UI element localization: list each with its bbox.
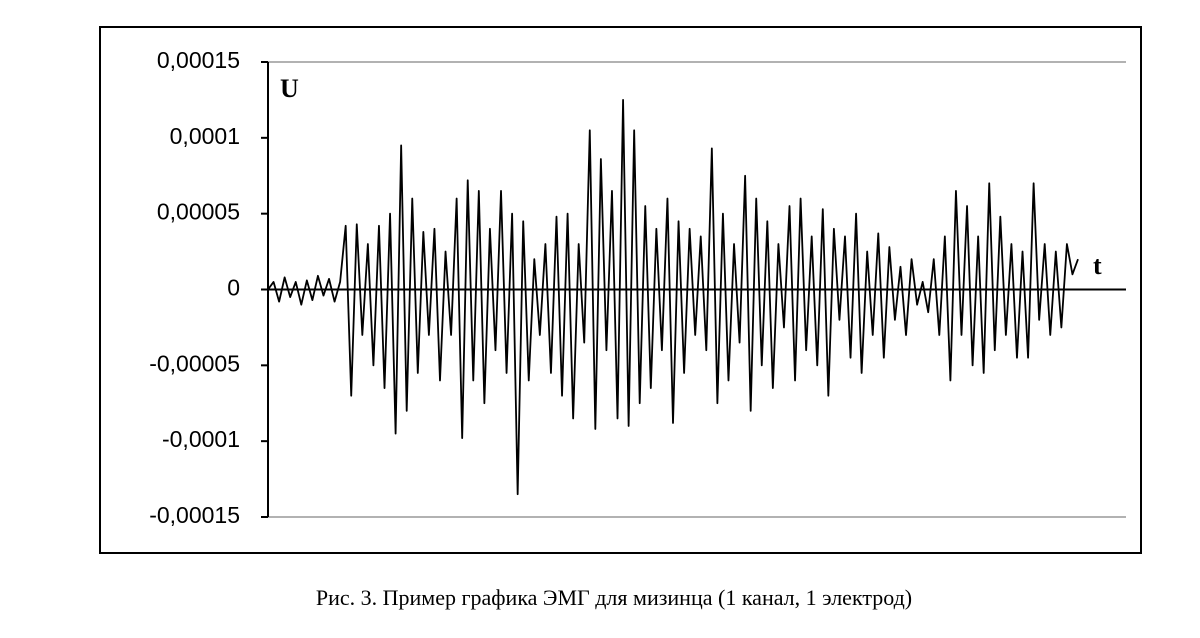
y-tick-label: 0 xyxy=(227,275,240,301)
y-axis-label: U xyxy=(280,74,299,103)
emg-line xyxy=(267,99,1079,496)
x-axis-label: t xyxy=(1093,251,1102,280)
y-tick-label: -0,00015 xyxy=(149,502,240,528)
y-tick-label: 0,0001 xyxy=(170,123,240,149)
y-tick-label: 0,00015 xyxy=(157,47,240,73)
y-tick-label: 0,00005 xyxy=(157,199,240,225)
caption: Рис. 3. Пример графика ЭМГ для мизинца (… xyxy=(316,585,912,610)
y-tick-label: -0,0001 xyxy=(162,426,240,452)
chart-frame xyxy=(99,26,1142,554)
y-tick-label: -0,00005 xyxy=(149,350,240,376)
